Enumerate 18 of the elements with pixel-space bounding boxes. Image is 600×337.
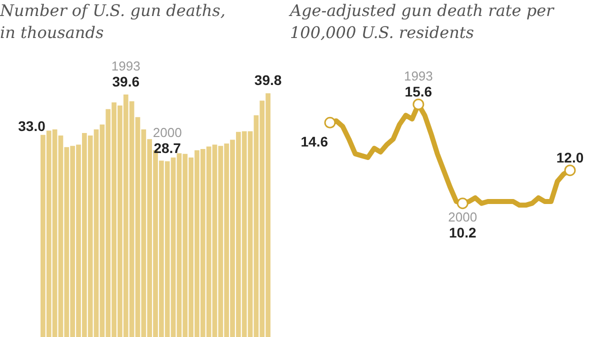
data-label: 12.0 bbox=[556, 149, 584, 166]
data-label: 15.6 bbox=[404, 83, 432, 100]
point bbox=[324, 116, 336, 128]
data-label: 39.8 bbox=[254, 72, 282, 88]
data-label: 39.6 bbox=[112, 73, 140, 90]
chart-title: Age-adjusted gun death rate per 100,000 U.S. residents bbox=[290, 0, 556, 44]
x-tick-label: 2000 bbox=[448, 209, 478, 224]
data-label: 28.7 bbox=[154, 140, 182, 156]
data-label: 10.2 bbox=[449, 224, 476, 240]
data-label: 14.6 bbox=[300, 134, 328, 150]
point bbox=[564, 164, 576, 176]
point bbox=[456, 198, 468, 210]
x-tick-label: 1993 bbox=[111, 58, 140, 74]
data-label: 33.0 bbox=[18, 118, 46, 134]
x-tick-label: 1993 bbox=[404, 68, 433, 84]
chart-title: Number of U.S. gun deaths, in thousands bbox=[0, 0, 226, 44]
x-tick-label: 2000 bbox=[152, 125, 182, 140]
point bbox=[412, 98, 424, 110]
